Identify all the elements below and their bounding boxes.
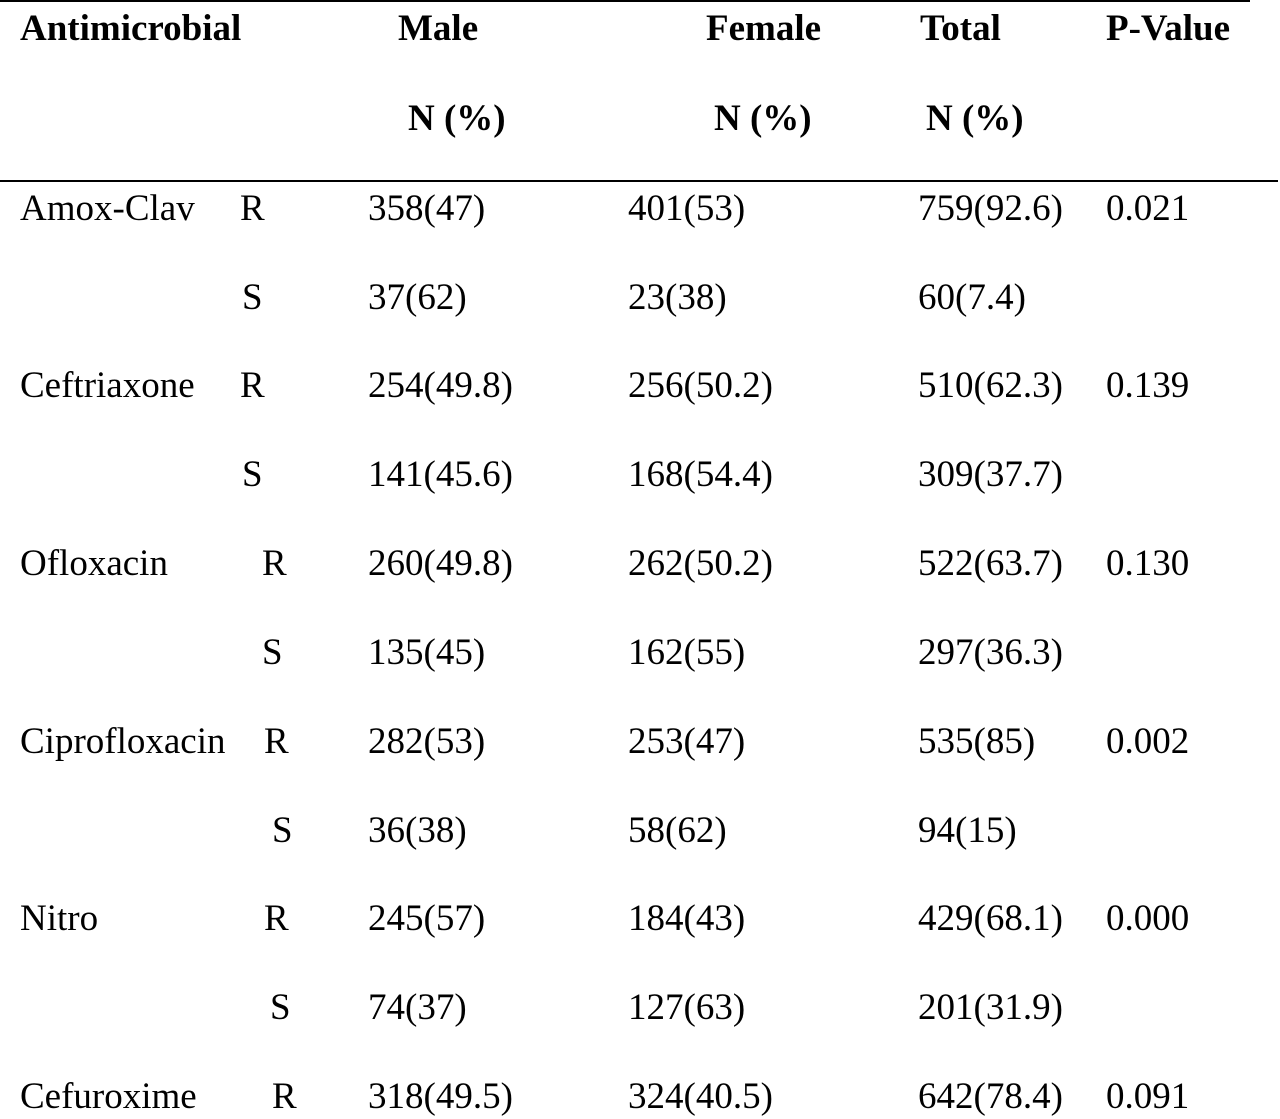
row-susceptibility: R xyxy=(262,543,287,584)
row-male-value: 37(62) xyxy=(368,277,467,318)
table-header-rule xyxy=(0,180,1278,182)
row-p-value: 0.000 xyxy=(1106,898,1190,939)
row-total-value: 297(36.3) xyxy=(918,632,1063,673)
row-female-value: 162(55) xyxy=(628,632,746,673)
row-total-value: 94(15) xyxy=(918,810,1017,851)
row-female-value: 58(62) xyxy=(628,810,727,851)
row-susceptibility: R xyxy=(240,365,265,406)
row-female-value: 23(38) xyxy=(628,277,727,318)
row-susceptibility: S xyxy=(272,810,293,851)
header-female-sub: N (%) xyxy=(714,98,812,139)
row-susceptibility: S xyxy=(242,277,263,318)
row-total-value: 60(7.4) xyxy=(918,277,1026,318)
row-male-value: 245(57) xyxy=(368,898,486,939)
row-female-value: 168(54.4) xyxy=(628,454,773,495)
row-susceptibility: R xyxy=(264,721,289,762)
row-total-value: 522(63.7) xyxy=(918,543,1063,584)
row-male-value: 135(45) xyxy=(368,632,486,673)
header-p-value: P-Value xyxy=(1106,8,1231,49)
row-female-value: 324(40.5) xyxy=(628,1076,773,1117)
row-total-value: 642(78.4) xyxy=(918,1076,1063,1117)
row-drug-name: Nitro xyxy=(20,898,99,939)
row-male-value: 74(37) xyxy=(368,987,467,1028)
row-susceptibility: S xyxy=(242,454,263,495)
row-male-value: 254(49.8) xyxy=(368,365,513,406)
row-female-value: 256(50.2) xyxy=(628,365,773,406)
row-susceptibility: S xyxy=(262,632,283,673)
header-male-sub: N (%) xyxy=(408,98,506,139)
row-drug-name: Amox-Clav xyxy=(20,188,195,229)
row-drug-name: Cefuroxime xyxy=(20,1076,197,1117)
row-male-value: 358(47) xyxy=(368,188,486,229)
row-p-value: 0.139 xyxy=(1106,365,1190,406)
row-male-value: 141(45.6) xyxy=(368,454,513,495)
row-male-value: 260(49.8) xyxy=(368,543,513,584)
row-susceptibility: S xyxy=(270,987,291,1028)
row-male-value: 36(38) xyxy=(368,810,467,851)
header-antimicrobial: Antimicrobial xyxy=(20,8,242,49)
row-p-value: 0.130 xyxy=(1106,543,1190,584)
row-female-value: 184(43) xyxy=(628,898,746,939)
header-total: Total xyxy=(920,8,1001,49)
row-drug-name: Ofloxacin xyxy=(20,543,168,584)
row-susceptibility: R xyxy=(272,1076,297,1117)
header-female: Female xyxy=(706,8,822,49)
row-female-value: 127(63) xyxy=(628,987,746,1028)
row-drug-name: Ciprofloxacin xyxy=(20,721,226,762)
row-p-value: 0.021 xyxy=(1106,188,1190,229)
row-female-value: 253(47) xyxy=(628,721,746,762)
row-total-value: 759(92.6) xyxy=(918,188,1063,229)
table-top-rule xyxy=(0,0,1250,2)
row-total-value: 309(37.7) xyxy=(918,454,1063,495)
row-male-value: 318(49.5) xyxy=(368,1076,513,1117)
row-male-value: 282(53) xyxy=(368,721,486,762)
header-total-sub: N (%) xyxy=(926,98,1024,139)
row-p-value: 0.091 xyxy=(1106,1076,1190,1117)
row-susceptibility: R xyxy=(264,898,289,939)
row-female-value: 401(53) xyxy=(628,188,746,229)
row-drug-name: Ceftriaxone xyxy=(20,365,195,406)
header-male: Male xyxy=(398,8,479,49)
row-female-value: 262(50.2) xyxy=(628,543,773,584)
row-total-value: 535(85) xyxy=(918,721,1036,762)
row-p-value: 0.002 xyxy=(1106,721,1190,762)
row-total-value: 201(31.9) xyxy=(918,987,1063,1028)
row-total-value: 429(68.1) xyxy=(918,898,1063,939)
row-total-value: 510(62.3) xyxy=(918,365,1063,406)
row-susceptibility: R xyxy=(240,188,265,229)
